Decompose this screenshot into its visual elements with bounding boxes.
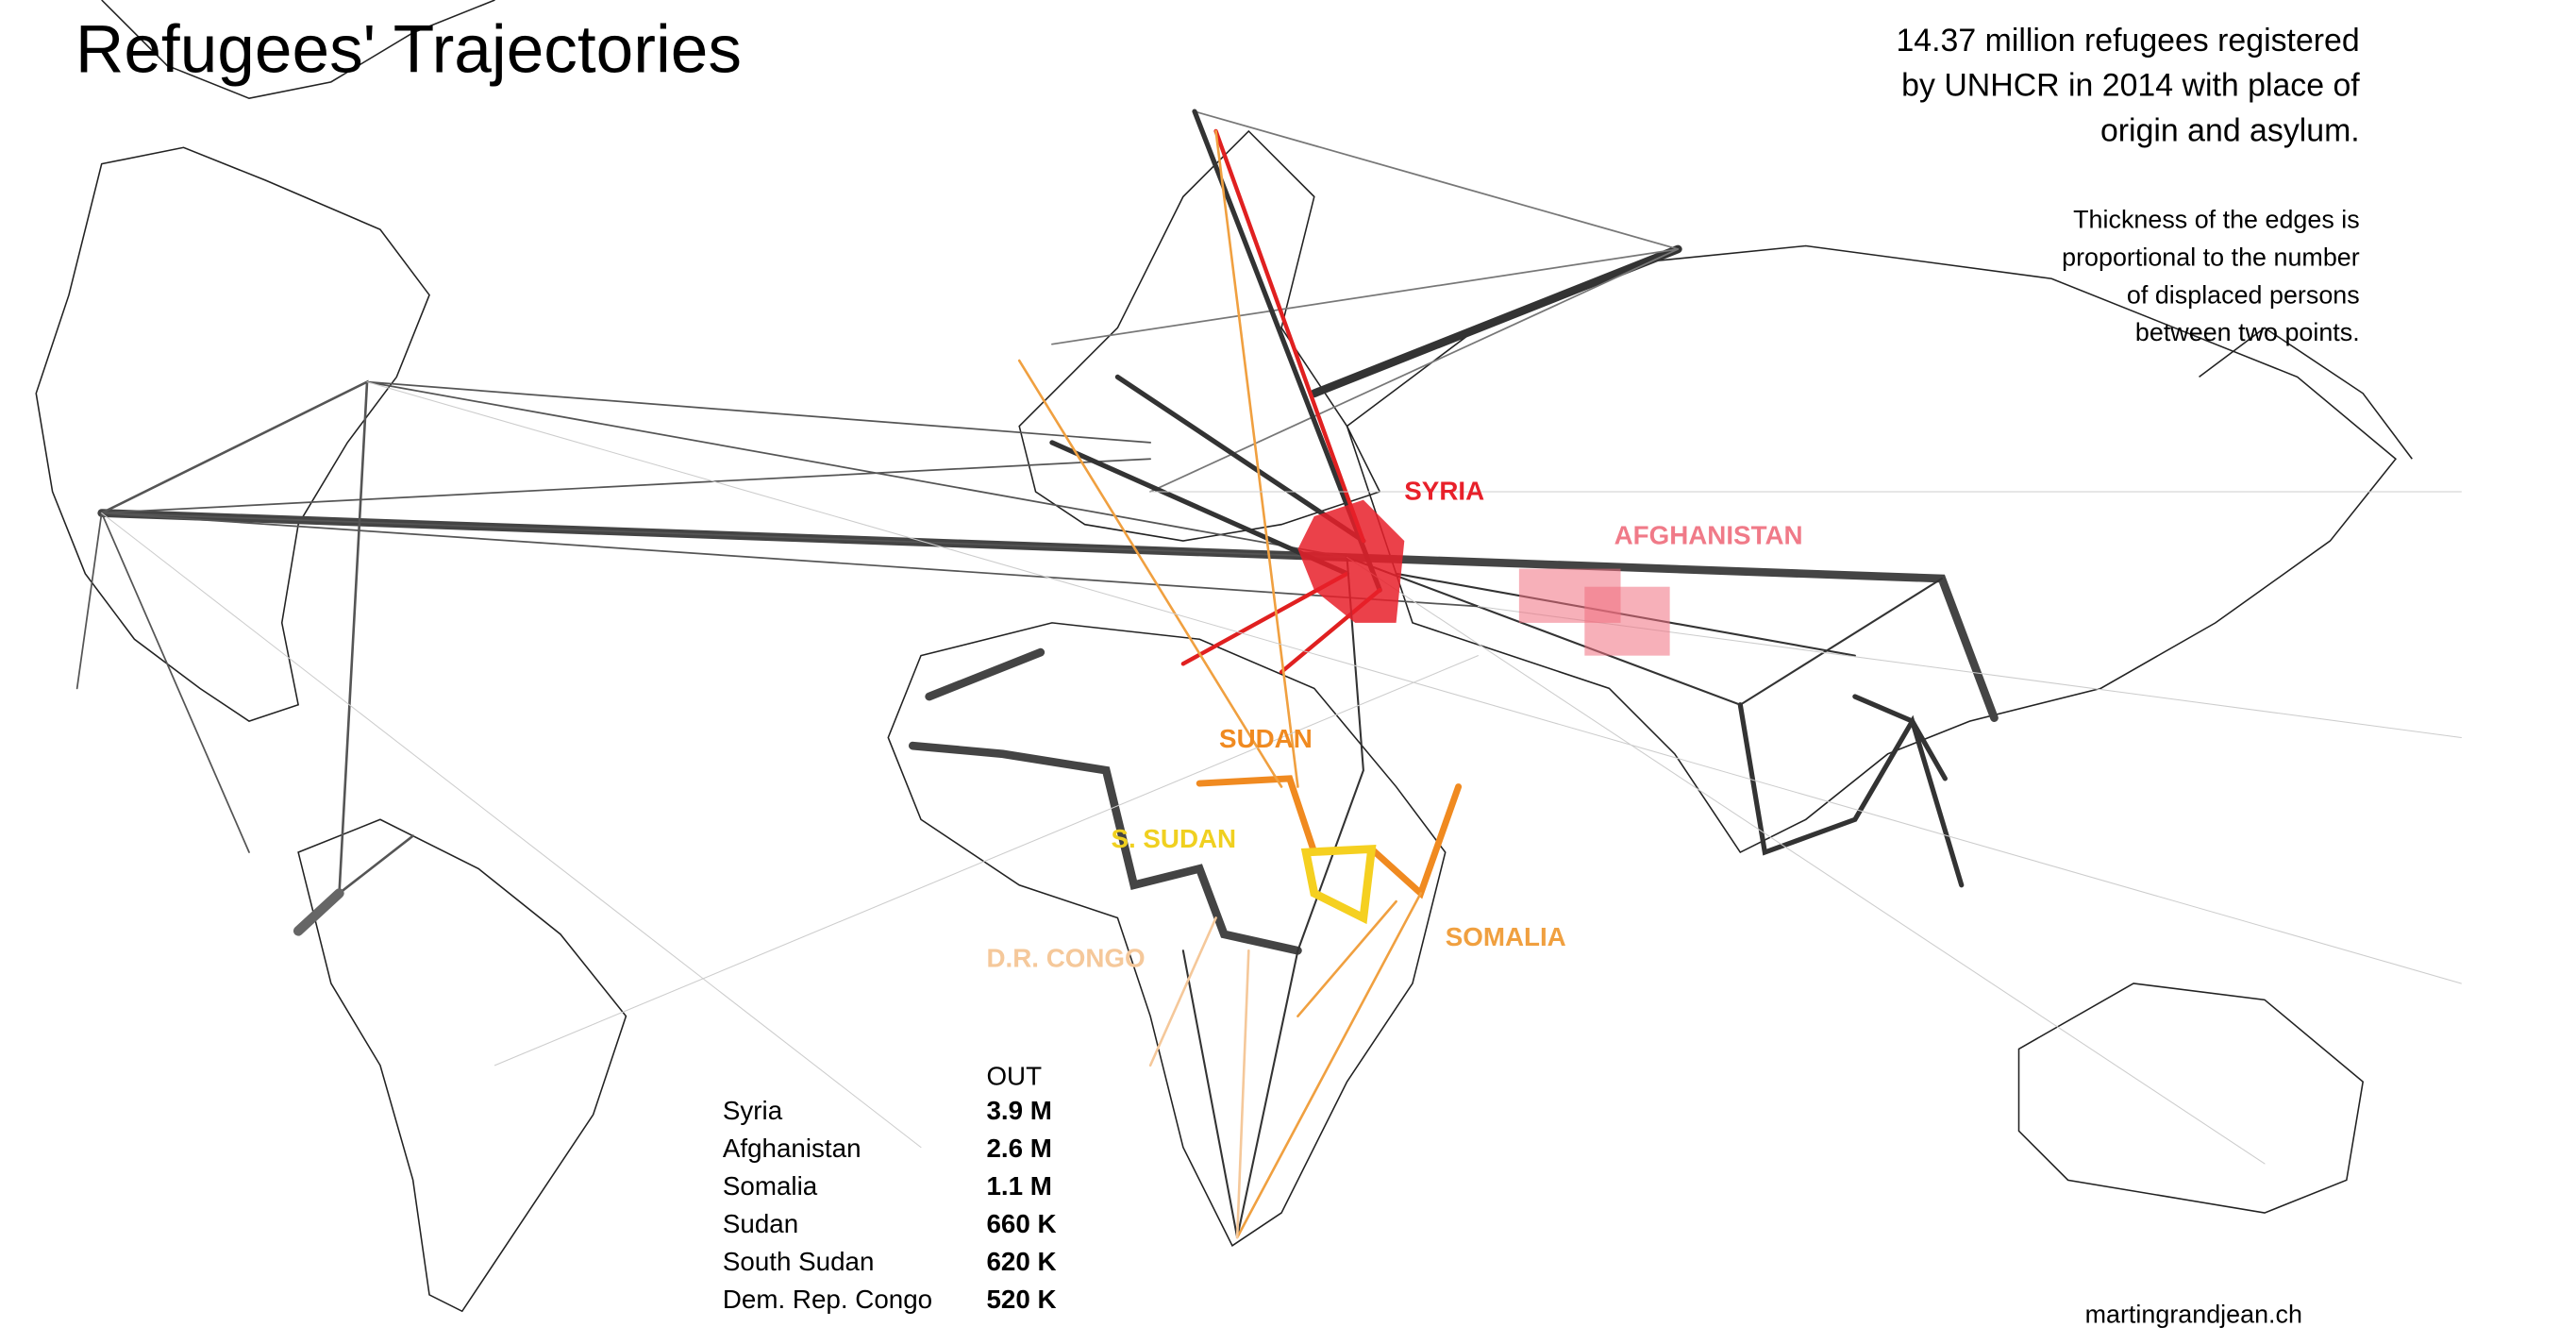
- row-country: Dem. Rep. Congo: [723, 1285, 932, 1314]
- description-line: by UNHCR in 2014 with place of: [1901, 68, 2360, 104]
- description: 14.37 million refugees registered by UNHC…: [1896, 23, 2360, 149]
- country-label: S. SUDAN: [1111, 824, 1236, 853]
- row-country: Syria: [723, 1096, 783, 1125]
- row-value: 620 K: [986, 1247, 1056, 1276]
- country-label: AFGHANISTAN: [1614, 521, 1803, 550]
- row-value: 660 K: [986, 1209, 1056, 1238]
- description-line: 14.37 million refugees registered: [1896, 23, 2359, 59]
- credit: martingrandjean.ch: [2085, 1300, 2302, 1328]
- note-line: Thickness of the edges is: [2073, 205, 2360, 233]
- note-line: between two points.: [2135, 318, 2360, 346]
- country-label: SOMALIA: [1446, 922, 1566, 951]
- coastlines: [35, 0, 2413, 1313]
- syria-node: [1297, 499, 1405, 623]
- row-country: Sudan: [723, 1209, 798, 1238]
- country-label: SYRIA: [1404, 477, 1484, 506]
- row-value: 1.1 M: [986, 1171, 1051, 1201]
- note-line: of displaced persons: [2127, 280, 2360, 309]
- description-line: origin and asylum.: [2100, 112, 2360, 148]
- country-label: D.R. CONGO: [986, 944, 1145, 973]
- out-table: OUT Syria 3.9 M Afghanistan 2.6 M Somalia 1.1 …: [723, 1062, 1057, 1314]
- row-value: 3.9 M: [986, 1096, 1051, 1125]
- note-line: proportional to the number: [2062, 243, 2360, 271]
- row-country: Afghanistan: [723, 1134, 861, 1163]
- trajectory-edges: [75, 109, 2462, 1239]
- title: Refugees' Trajectories: [75, 12, 742, 87]
- row-country: Somalia: [723, 1171, 818, 1201]
- row-value: 2.6 M: [986, 1134, 1051, 1163]
- afghanistan-node: [1518, 568, 1670, 656]
- note: Thickness of the edges is proportional to…: [2062, 205, 2360, 346]
- row-country: South Sudan: [723, 1247, 875, 1276]
- country-label: SUDAN: [1219, 724, 1313, 753]
- table-header: OUT: [986, 1062, 1042, 1091]
- row-value: 520 K: [986, 1285, 1056, 1314]
